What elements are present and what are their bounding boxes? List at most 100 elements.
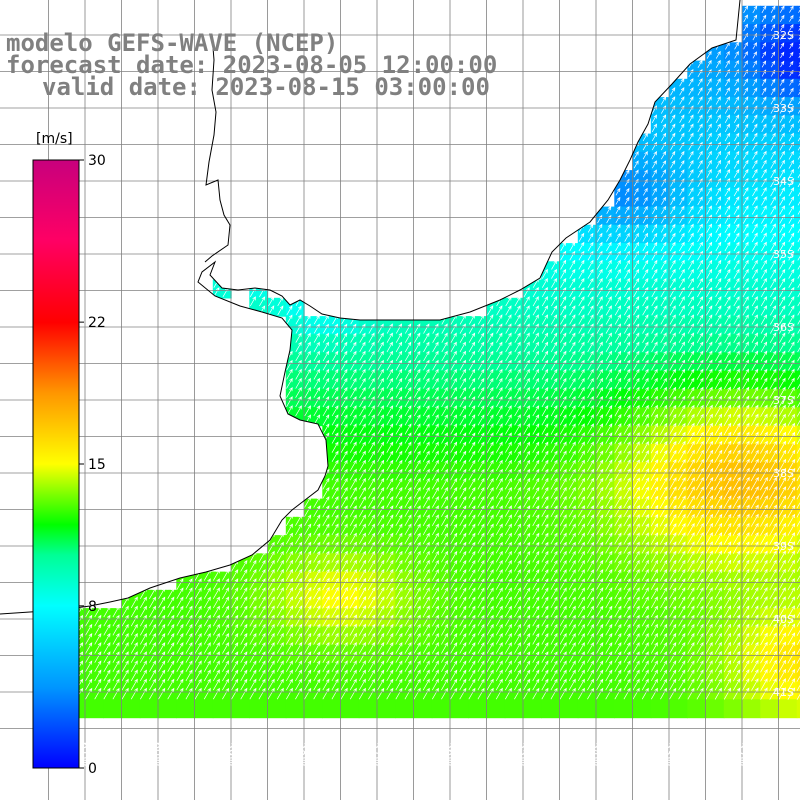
wind-cell (742, 207, 761, 226)
wind-cell (669, 334, 688, 353)
wind-cell (706, 61, 725, 80)
wind-cell (560, 353, 579, 372)
wind-cell (669, 134, 688, 153)
colorbar-tick-label: 15 (88, 457, 106, 473)
wind-cell (760, 79, 779, 98)
wind-cell (614, 207, 633, 226)
wind-cell (742, 225, 761, 244)
wind-cell (541, 699, 560, 718)
wind-cell (669, 188, 688, 207)
wind-cell (614, 298, 633, 317)
wind-cell (724, 152, 743, 171)
wind-cell (487, 353, 506, 372)
wind-cell (578, 699, 597, 718)
wind-cell (596, 243, 615, 262)
wind-cell (85, 699, 104, 718)
wind-cell (541, 353, 560, 372)
wind-cell (651, 188, 670, 207)
wind-cell (633, 699, 652, 718)
wind-cell (742, 115, 761, 134)
latitude-label: 38S (773, 467, 794, 480)
wind-cell (304, 316, 323, 335)
wind-cell (468, 316, 487, 335)
wind-cell (176, 681, 195, 700)
wind-cell (779, 207, 798, 226)
wind-cell (706, 699, 725, 718)
wind-cell (341, 353, 360, 372)
wind-cell (633, 371, 652, 390)
wind-cell (669, 261, 688, 280)
wind-cell (779, 261, 798, 280)
wind-cell (578, 298, 597, 317)
wind-cell (724, 243, 743, 262)
wind-cell (779, 6, 798, 25)
longitude-label: 56W (443, 742, 456, 767)
wind-cell (687, 152, 706, 171)
wind-cell (706, 353, 725, 372)
wind-cell (450, 699, 469, 718)
wind-cell (706, 261, 725, 280)
wind-cell (395, 699, 414, 718)
wind-cell (687, 79, 706, 98)
wind-cell (505, 298, 524, 317)
wind-cell (560, 334, 579, 353)
wind-cell (322, 334, 341, 353)
wind-cell (614, 188, 633, 207)
wind-cell (669, 115, 688, 134)
wind-cell (724, 699, 743, 718)
wind-cell (432, 389, 451, 408)
wind-cell (724, 79, 743, 98)
wind-cell (724, 97, 743, 116)
wind-cell (651, 681, 670, 700)
longitude-labels: 61W60W59W58W57W56W55W54W53W52W51W (78, 742, 800, 767)
wind-cell (651, 353, 670, 372)
wind-cell (724, 298, 743, 317)
wind-cell (523, 353, 542, 372)
wind-cell (760, 115, 779, 134)
wind-cell (304, 334, 323, 353)
wind-cell (651, 170, 670, 189)
wind-cell (122, 699, 141, 718)
wind-cell (414, 407, 433, 426)
wind-cell (779, 225, 798, 244)
wind-cell (651, 207, 670, 226)
wind-cell (432, 371, 451, 390)
wind-arrow (241, 297, 246, 306)
longitude-label: 52W (735, 742, 748, 767)
wind-cell (687, 134, 706, 153)
wind-cell (140, 681, 159, 700)
wind-cell (322, 371, 341, 390)
wind-cell (505, 389, 524, 408)
wind-cell (541, 334, 560, 353)
wind-cell (633, 280, 652, 299)
wind-cell (158, 699, 177, 718)
wind-cell (742, 6, 761, 25)
wind-cell (651, 243, 670, 262)
wind-cell (322, 407, 341, 426)
wind-cell (687, 334, 706, 353)
wind-cell (724, 334, 743, 353)
wind-cell (523, 298, 542, 317)
wind-cell (395, 681, 414, 700)
wind-cell (687, 225, 706, 244)
colorbar-tick-label: 8 (88, 599, 97, 615)
wind-cell (341, 389, 360, 408)
wind-cell (195, 699, 214, 718)
wind-cell (578, 280, 597, 299)
longitude-label: 53W (662, 742, 675, 767)
wind-cell (304, 353, 323, 372)
latitude-label: 32S (773, 29, 794, 42)
wind-cell (760, 42, 779, 61)
wind-cell (687, 261, 706, 280)
wind-cell (724, 188, 743, 207)
wind-cell (505, 316, 524, 335)
wind-cell (779, 699, 798, 718)
wind-cell (706, 243, 725, 262)
wind-cell (669, 170, 688, 189)
longitude-label: 57W (370, 742, 383, 767)
wind-arrow (295, 506, 301, 517)
longitude-label: 60W (151, 742, 164, 767)
wind-cell (359, 334, 378, 353)
wind-cell (614, 699, 633, 718)
